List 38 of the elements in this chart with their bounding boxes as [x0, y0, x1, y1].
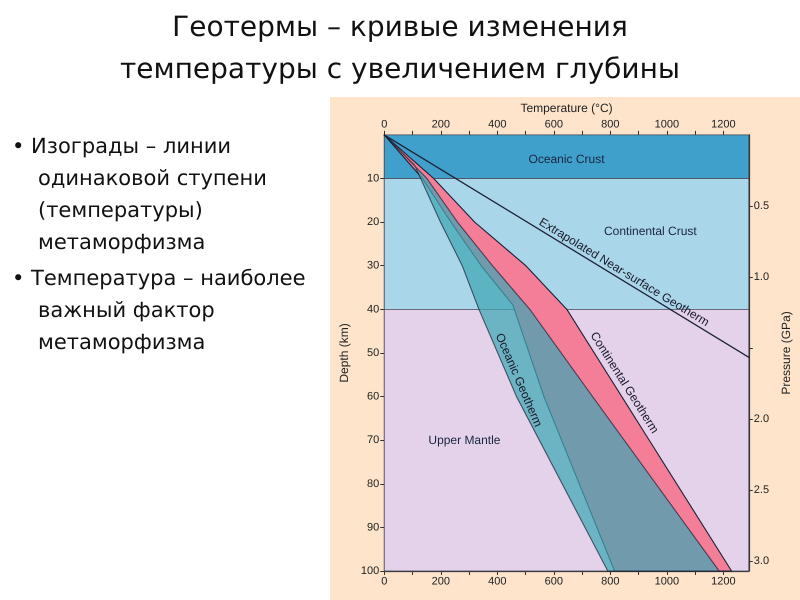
x2-tick-label: 1200 — [711, 118, 736, 130]
text: • Температура – наиболее важный фактор метаморфизма — [12, 265, 307, 356]
y-tick-label: 50 — [367, 346, 380, 359]
y-tick-label: 100 — [360, 565, 380, 577]
y2-tick-label: 3.0 — [754, 555, 770, 568]
y2-tick-label: 0.5 — [754, 200, 770, 212]
x2-tick-label: 0 — [381, 118, 388, 130]
x-tick-label: 600 — [544, 576, 563, 588]
x-tick-label: 0 — [381, 576, 388, 588]
y2-axis-title: Pressure (GPa) — [779, 311, 793, 395]
y2-tick-label: 1.0 — [754, 270, 770, 283]
x2-tick-label: 400 — [488, 118, 506, 130]
y-tick-label: 30 — [367, 260, 380, 272]
x2-tick-label: 600 — [544, 118, 563, 130]
x2-tick-label: 200 — [432, 118, 450, 130]
y-tick-label: 20 — [367, 216, 380, 228]
y2-tick-label: 2.5 — [754, 484, 770, 496]
band-label: Oceanic Crust — [528, 152, 606, 166]
y-tick-label: 80 — [367, 478, 380, 490]
band-label: Upper Mantle — [428, 433, 501, 448]
x-tick-label: 1000 — [654, 576, 680, 588]
x2-axis-title: Temperature (°C) — [520, 101, 613, 115]
y-tick-label: 60 — [367, 390, 380, 403]
chart-title: Геотермы – кривые изменения температуры с увеличением глубины — [118, 9, 682, 87]
x-tick-label: 400 — [488, 576, 506, 588]
y-tick-label: 70 — [367, 434, 380, 446]
y-tick-label: 40 — [367, 303, 380, 316]
y-axis-title: Depth (km) — [337, 323, 351, 383]
band-label: Continental Crust — [604, 224, 698, 238]
y-tick-label: 10 — [367, 172, 380, 185]
x2-tick-label: 800 — [601, 118, 620, 130]
x2-tick-label: 1000 — [654, 118, 680, 130]
x-tick-label: 200 — [432, 576, 450, 588]
x-tick-label: 800 — [601, 576, 620, 588]
text: • Изограды – линии одинаковой ступени (температуры) метаморфизма — [12, 133, 268, 256]
y-tick-label: 90 — [367, 521, 380, 534]
y2-tick-label: 2.0 — [754, 413, 770, 426]
x-tick-label: 1200 — [711, 576, 736, 588]
